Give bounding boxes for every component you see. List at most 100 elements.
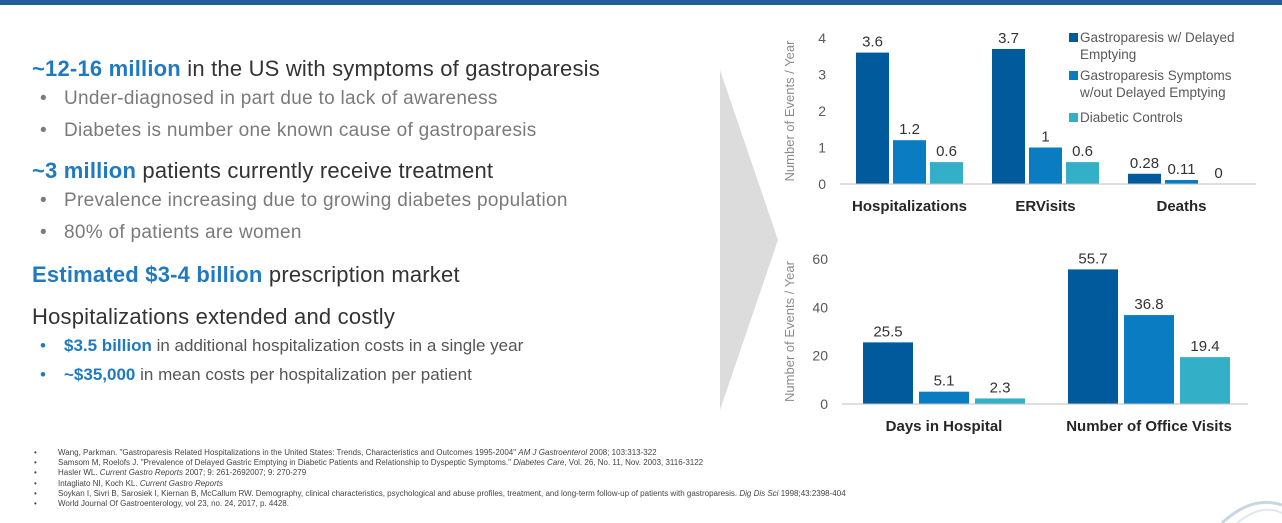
x-category-label: ERVisits — [1015, 198, 1075, 215]
bullet-dot: • — [34, 478, 37, 488]
bullet-item: • Prevalence increasing due to growing di… — [32, 185, 722, 217]
bar — [919, 391, 969, 404]
legend-label: Gastroparesis w/ Delayed — [1080, 30, 1235, 45]
heading-hospitalizations: Hospitalizations extended and costly — [32, 304, 396, 329]
bar — [1029, 147, 1062, 184]
reference-item: • World Journal Of Gastroenterology, vol … — [34, 499, 289, 509]
y-tick-label: 0 — [820, 396, 828, 412]
bullet-item: • $3.5 billion in additional hospitalizat… — [32, 331, 722, 360]
bullet-item: • 80% of patients are women — [32, 217, 722, 249]
top-rule — [0, 0, 1282, 5]
legend-label: Gastroparesis Symptoms — [1080, 68, 1232, 83]
x-category-label: Days in Hospital — [886, 418, 1003, 435]
legend-swatch — [1069, 113, 1078, 122]
bullet-dot: • — [40, 190, 47, 211]
bullet-highlight: ~$35,000 — [64, 365, 136, 384]
bullet-dot: • — [34, 499, 37, 509]
y-tick-label: 60 — [812, 251, 828, 267]
data-label: 25.5 — [873, 323, 902, 340]
visits-days-chart: 0 20 40 60 Number of Events / Year 25.5 5.1 2.3… — [782, 250, 1248, 435]
data-label: 19.4 — [1190, 338, 1219, 355]
bar — [1066, 162, 1099, 184]
legend-label: w/out Delayed Emptying — [1079, 85, 1226, 100]
data-label: 1 — [1041, 129, 1049, 146]
data-label: 0.11 — [1167, 161, 1195, 178]
reference-item: • Soykan I, Sivri B, Sarosiek I, Kiernan … — [34, 488, 846, 498]
data-label: 0.6 — [936, 143, 957, 160]
chevron-shape — [720, 70, 778, 410]
bar — [1128, 173, 1161, 184]
bullet-text: Prevalence increasing due to growing dia… — [64, 190, 568, 211]
x-category-label: Hospitalizations — [852, 198, 967, 215]
y-axis-label: Number of Events / Year — [782, 260, 797, 402]
data-label: 3.7 — [998, 30, 1019, 47]
events-per-year-chart: 0 1 2 3 4 Number of Events / Year 3.6 1.2 0.6 Hos… — [782, 30, 1256, 215]
chevron-arrow-icon — [720, 70, 778, 410]
bullet-item: • Under-diagnosed in part due to lack of … — [32, 83, 722, 115]
y-tick-label: 0 — [818, 176, 826, 192]
bullet-highlight: $3.5 billion — [64, 336, 152, 355]
legend-label: Emptying — [1080, 47, 1136, 62]
bullet-dot: • — [34, 468, 37, 478]
data-label: 36.8 — [1134, 296, 1163, 313]
references: • Wang, Parkman. "Gastroparesis Related H… — [34, 448, 984, 509]
bar — [1180, 357, 1230, 404]
reference-item: • Intagliato NI, Koch KL. Current Gastro … — [34, 478, 223, 488]
y-tick-label: 40 — [812, 299, 828, 315]
bar — [1124, 315, 1174, 404]
data-label: 1.2 — [899, 121, 920, 138]
bullet-dot: • — [40, 336, 46, 355]
bullet-text: in additional hospitalization costs in a… — [151, 336, 524, 355]
bullet-text: Diabetes is number one known cause of ga… — [64, 120, 537, 141]
heading-market: Estimated $3-4 billion prescription mark… — [32, 261, 722, 289]
bullet-dot: • — [40, 88, 47, 109]
data-label: 0.6 — [1072, 143, 1093, 160]
bullet-dot: • — [40, 365, 46, 384]
y-axis-label: Number of Events / Year — [782, 40, 797, 182]
reference-item: • Hasler WL. Current Gastro Reports 2007;… — [34, 468, 307, 478]
legend-swatch — [1069, 71, 1078, 80]
x-category-label: Number of Office Visits — [1066, 418, 1232, 435]
data-label: 5.1 — [934, 373, 955, 390]
summary-panel: ~12-16 million in the US with symptoms o… — [32, 55, 722, 389]
bullet-text: 80% of patients are women — [64, 222, 302, 243]
bullet-dot: • — [34, 448, 37, 457]
y-tick-label: 1 — [818, 140, 826, 156]
bar — [863, 342, 913, 404]
bullet-dot: • — [40, 222, 47, 243]
heading-text: patients currently receive treatment — [136, 158, 494, 183]
heading-text: prescription market — [262, 262, 460, 287]
data-label: 2.3 — [990, 379, 1011, 396]
y-tick-label: 20 — [812, 348, 828, 364]
bar — [930, 162, 963, 184]
heading-symptoms: ~12-16 million in the US with symptoms o… — [32, 55, 722, 83]
bar — [992, 48, 1025, 185]
bar — [1165, 179, 1198, 184]
heading-highlight: ~3 million — [32, 158, 137, 183]
heading-highlight: ~12-16 million — [32, 56, 181, 81]
reference-item: • Wang, Parkman. "Gastroparesis Related H… — [34, 448, 657, 457]
data-label: 0 — [1214, 165, 1222, 182]
bullet-item: • Diabetes is number one known cause of g… — [32, 115, 722, 147]
heading-text: in the US with symptoms of gastroparesis — [180, 56, 600, 81]
bar — [975, 398, 1025, 404]
y-tick-label: 4 — [818, 30, 826, 46]
bar — [893, 140, 926, 184]
bar — [856, 52, 889, 184]
legend-swatch — [1069, 33, 1078, 42]
bullet-dot: • — [34, 458, 37, 468]
bar — [1068, 269, 1118, 404]
data-label: 0.28 — [1130, 155, 1159, 172]
heading-highlight: Estimated $3-4 billion — [32, 262, 263, 287]
corner-swirl-logo — [1220, 500, 1282, 523]
bullet-text: in mean costs per hospitalization per pa… — [135, 365, 472, 384]
bullet-text: Under-diagnosed in part due to lack of a… — [64, 88, 498, 109]
bullet-dot: • — [34, 488, 37, 498]
y-tick-label: 2 — [818, 103, 826, 119]
bullet-dot: • — [40, 120, 47, 141]
data-label: 3.6 — [862, 34, 883, 51]
x-category-label: Deaths — [1156, 198, 1206, 215]
bullet-item: • ~$35,000 in mean costs per hospitalizat… — [32, 360, 722, 389]
reference-item: • Samsom M, Roelofs J. "Prevalence of Del… — [34, 458, 704, 468]
y-tick-label: 3 — [818, 67, 826, 83]
